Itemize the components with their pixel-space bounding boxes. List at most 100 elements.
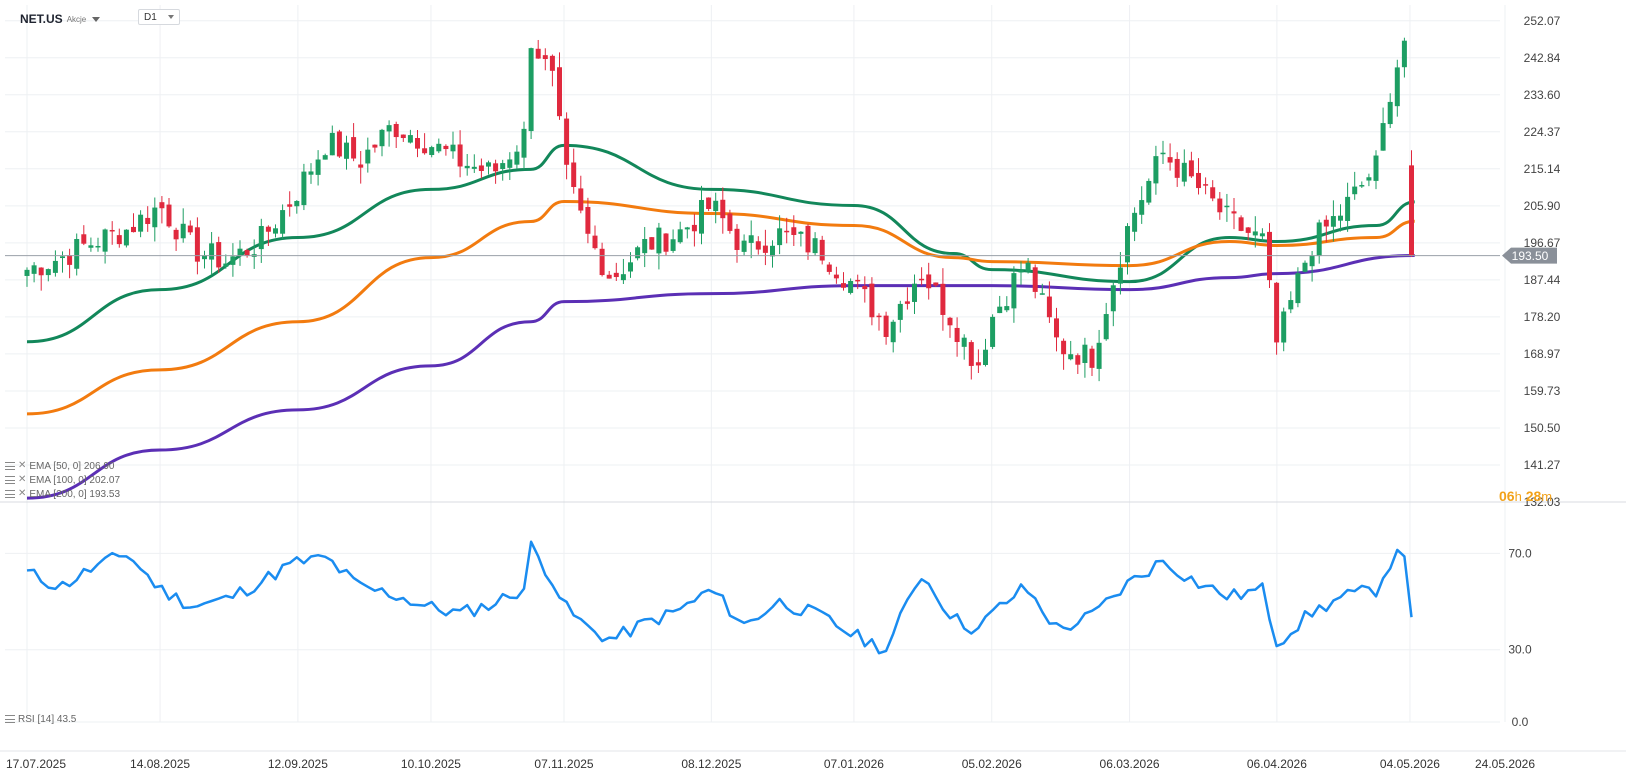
candle-body [961, 337, 967, 347]
rsi-tick-label: 0.0 [1512, 715, 1529, 729]
candle-body [1117, 267, 1123, 284]
candle-body [933, 282, 939, 286]
candle-body [1004, 306, 1010, 311]
price-tick-label: 196.67 [1524, 236, 1561, 250]
candle-body [571, 162, 577, 188]
candle-body [159, 202, 165, 209]
candle-body [741, 240, 747, 252]
settings-icon[interactable] [5, 715, 15, 723]
time-tick-label: 17.07.2025 [6, 757, 66, 771]
price-tick-label: 132.03 [1524, 495, 1561, 509]
price-tick-label: 178.20 [1524, 310, 1561, 324]
candle-body [379, 129, 385, 147]
candle-body [649, 237, 655, 250]
candle-body [258, 226, 264, 250]
candle-body [1274, 282, 1280, 343]
price-tick-label: 215.14 [1524, 162, 1561, 176]
grid [0, 5, 1626, 752]
candle-body [535, 48, 541, 59]
candle-body [301, 171, 307, 206]
price-tick-label: 168.97 [1524, 347, 1561, 361]
candle-body [287, 204, 293, 207]
settings-icon[interactable] [5, 476, 15, 484]
candle-body [138, 214, 144, 232]
candle-body [549, 55, 555, 71]
candle-body [116, 235, 122, 245]
candle-body [1146, 180, 1152, 203]
candle-body [315, 159, 321, 175]
candle-body [841, 283, 846, 288]
candle-body [521, 128, 527, 158]
time-tick-label: 12.09.2025 [268, 757, 328, 771]
candle-body [1323, 219, 1329, 227]
candle-body [1196, 172, 1201, 189]
candle-body [336, 131, 342, 157]
candle-body [486, 162, 491, 167]
candle-body [1259, 233, 1265, 237]
timer-hours-unit: h [1514, 489, 1522, 504]
timeframe-select[interactable]: D1 [138, 9, 180, 25]
candle-body [1068, 354, 1074, 360]
candle-body [88, 245, 94, 248]
candle-body [322, 155, 328, 160]
close-icon[interactable]: ✕ [18, 488, 27, 499]
candle-body [1075, 355, 1081, 365]
candle-body [187, 225, 193, 233]
candle-body [1011, 273, 1017, 309]
candle-body [308, 171, 314, 175]
candle-body [1245, 227, 1251, 233]
settings-icon[interactable] [5, 490, 15, 498]
time-tick-label: 10.10.2025 [401, 757, 461, 771]
timer-minutes: 28 [1525, 488, 1542, 504]
candle-body [748, 235, 754, 243]
candle-body [727, 213, 733, 231]
time-tick-label: 07.11.2025 [534, 757, 593, 771]
indicator-ema100-label: EMA [100, 0] 202.07 [29, 474, 121, 486]
candle-body [351, 137, 357, 159]
axes: 252.07 242.84 233.60 224.37 215.14 205.90 196.… [6, 14, 1561, 771]
settings-icon[interactable] [5, 462, 15, 470]
candle-body [635, 247, 641, 259]
candle-body [74, 239, 80, 269]
candle-body [947, 317, 953, 326]
candle-body [940, 283, 946, 315]
candle-body [904, 301, 910, 304]
candle-body [628, 262, 633, 272]
time-tick-label: 06.03.2026 [1100, 757, 1160, 771]
price-tick-label: 224.37 [1524, 125, 1561, 139]
candle-body [805, 225, 811, 253]
rsi-tick-label: 30.0 [1508, 643, 1532, 657]
price-tick-label: 205.90 [1524, 199, 1561, 213]
candle-body [344, 142, 349, 159]
candle-body [109, 229, 115, 232]
candle-body [1409, 165, 1414, 256]
candle-body [81, 234, 87, 244]
price-tick-label: 150.50 [1524, 421, 1561, 435]
time-tick-label: 04.05.2026 [1380, 757, 1440, 771]
candle-body [1380, 123, 1386, 151]
candle-body [450, 144, 456, 152]
close-icon[interactable]: ✕ [18, 460, 27, 471]
candle-body [493, 163, 499, 172]
close-icon[interactable]: ✕ [18, 474, 27, 485]
candle-body [833, 274, 839, 279]
candle-body [223, 263, 229, 267]
candle-body [202, 255, 207, 260]
candle-body [777, 228, 783, 246]
indicator-ema50: ✕ EMA [50, 0] 206.90 [5, 460, 114, 472]
candle-body [1132, 212, 1138, 232]
candle-body [393, 123, 399, 138]
symbol-dropdown-icon[interactable] [92, 16, 101, 22]
candle-body [954, 327, 960, 342]
candle-body [280, 210, 286, 234]
candle-body [457, 144, 463, 167]
candle-body [24, 269, 30, 276]
ema200-line [26, 253, 1415, 500]
candle-body [926, 274, 932, 289]
timeframe-value: D1 [144, 11, 157, 23]
candle-body [606, 274, 612, 279]
candle-body [45, 269, 51, 276]
last-price-label: 193.50 [1512, 249, 1549, 263]
candle-body [60, 256, 65, 259]
